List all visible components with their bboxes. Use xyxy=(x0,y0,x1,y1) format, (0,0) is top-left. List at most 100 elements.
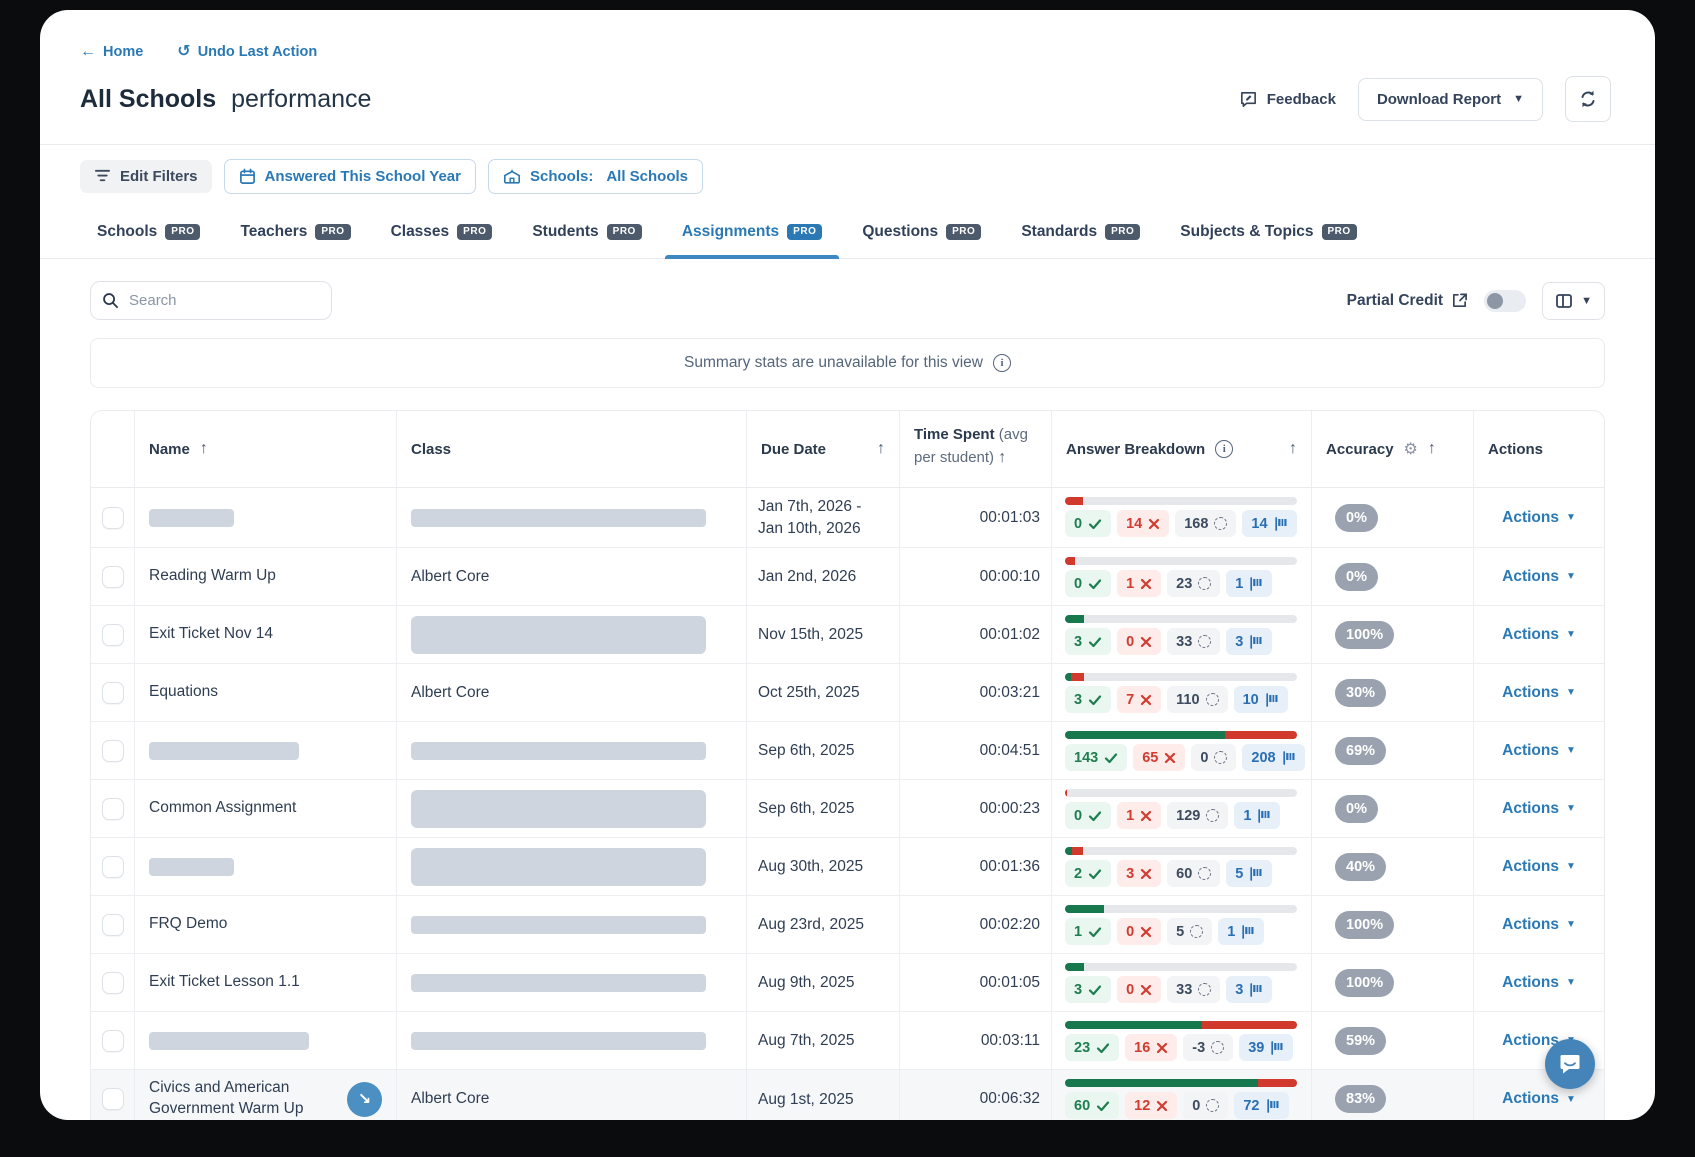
row-checkbox[interactable] xyxy=(101,913,124,936)
refresh-button[interactable] xyxy=(1565,76,1611,122)
correct-count-pill-value: 23 xyxy=(1074,1039,1091,1056)
check-icon xyxy=(1088,517,1102,531)
refresh-icon xyxy=(1581,90,1595,108)
tab-questions[interactable]: Questions PRO xyxy=(845,208,998,258)
correct-bar-segment xyxy=(1065,1021,1202,1030)
dashed-circle-icon xyxy=(1198,983,1212,997)
cell-accuracy: 0% xyxy=(1311,488,1473,548)
tab-label: Questions xyxy=(862,223,939,240)
x-icon xyxy=(1164,752,1176,764)
tab-bar: Schools PRO Teachers PRO Classes PRO Students P… xyxy=(40,208,1655,259)
cell-due-date: Sep 6th, 2025 xyxy=(746,722,899,780)
answer-breakdown-bar xyxy=(1065,497,1297,506)
due-date-value: Aug 7th, 2025 xyxy=(758,1032,855,1050)
sort-arrow-icon[interactable]: ↑ xyxy=(199,440,208,458)
sort-arrow-icon[interactable]: ↑ xyxy=(1289,440,1297,458)
row-actions-button[interactable]: Actions ▼ xyxy=(1502,916,1576,934)
row-checkbox[interactable] xyxy=(101,565,124,588)
column-settings-button[interactable]: ▼ xyxy=(1542,281,1605,320)
incorrect-count-pill: 1 xyxy=(1117,570,1162,598)
tab-teachers[interactable]: Teachers PRO xyxy=(223,208,367,258)
tab-assignments[interactable]: Assignments PRO xyxy=(664,208,840,259)
due-date-value: Oct 25th, 2025 xyxy=(758,684,860,702)
dashed-circle-icon xyxy=(1214,751,1228,765)
external-link-icon[interactable] xyxy=(1451,292,1468,309)
correct-count-pill: 0 xyxy=(1065,802,1112,830)
column-header-name[interactable]: Name ↑ xyxy=(134,411,396,488)
row-actions-button[interactable]: Actions ▼ xyxy=(1502,858,1576,876)
top-nav: ← Home ↺ Undo Last Action xyxy=(40,10,1655,61)
flagged-count-pill-value: 208 xyxy=(1251,749,1276,766)
check-icon xyxy=(1104,751,1118,765)
cell-answer-breakdown: 3 0 33 3 xyxy=(1051,954,1311,1012)
partial-credit-toggle[interactable] xyxy=(1484,289,1527,312)
x-icon xyxy=(1140,694,1152,706)
tab-subjects-topics[interactable]: Subjects & Topics PRO xyxy=(1163,208,1373,258)
back-home-link[interactable]: ← Home xyxy=(80,44,143,61)
unanswered-count-pill-value: 23 xyxy=(1176,575,1193,592)
row-actions-button[interactable]: Actions ▼ xyxy=(1502,800,1576,818)
row-checkbox[interactable] xyxy=(101,1029,124,1052)
row-actions-button[interactable]: Actions ▼ xyxy=(1502,626,1576,644)
row-checkbox[interactable] xyxy=(101,623,124,646)
tab-students[interactable]: Students PRO xyxy=(515,208,658,258)
due-date-value: Aug 1st, 2025 xyxy=(758,1090,854,1108)
correct-bar-segment xyxy=(1065,1079,1259,1088)
row-actions-button[interactable]: Actions ▼ xyxy=(1502,509,1576,527)
tab-standards[interactable]: Standards PRO xyxy=(1004,208,1157,258)
chat-launcher-button[interactable] xyxy=(1545,1039,1595,1089)
sort-arrow-icon[interactable]: ↑ xyxy=(998,449,1007,467)
edit-filters-button[interactable]: Edit Filters xyxy=(80,160,212,193)
cell-due-date: Jan 2nd, 2026 xyxy=(746,548,899,606)
column-header-time-spent[interactable]: Time Spent (avg per student) ↑ xyxy=(899,411,1051,488)
row-checkbox[interactable] xyxy=(101,855,124,878)
due-date-value: Jan 2nd, 2026 xyxy=(758,568,857,586)
sort-arrow-icon[interactable]: ↑ xyxy=(877,440,885,458)
school-icon xyxy=(503,169,520,184)
sort-arrow-icon[interactable]: ↑ xyxy=(1427,440,1436,458)
table-row: Civics and American Government Warm Up ↘ A… xyxy=(91,1070,1604,1120)
row-checkbox[interactable] xyxy=(101,681,124,704)
filter-chip-schools[interactable]: Schools: All Schools xyxy=(487,159,704,194)
row-actions-button[interactable]: Actions ▼ xyxy=(1502,1090,1576,1108)
row-checkbox[interactable] xyxy=(101,506,124,529)
tab-label: Subjects & Topics xyxy=(1180,223,1314,240)
feedback-button[interactable]: Feedback xyxy=(1239,90,1336,109)
accuracy-badge: 0% xyxy=(1335,794,1378,823)
cell-time-spent: 00:01:05 xyxy=(899,954,1051,1012)
row-actions-button[interactable]: Actions ▼ xyxy=(1502,974,1576,992)
pro-badge: PRO xyxy=(606,224,642,240)
info-icon[interactable]: i xyxy=(1215,440,1234,459)
download-report-button[interactable]: Download Report ▼ xyxy=(1357,77,1543,121)
info-icon[interactable]: i xyxy=(992,354,1011,372)
pro-badge: PRO xyxy=(165,224,201,240)
row-checkbox[interactable] xyxy=(101,971,124,994)
pro-badge: PRO xyxy=(787,224,823,240)
chevron-down-icon: ▼ xyxy=(1565,571,1576,583)
cell-due-date: Nov 15th, 2025 xyxy=(746,606,899,664)
row-actions-button[interactable]: Actions ▼ xyxy=(1502,568,1576,586)
filter-chip-answered[interactable]: Answered This School Year xyxy=(223,159,476,194)
search-input[interactable] xyxy=(90,281,332,320)
toggle-knob xyxy=(1487,292,1504,309)
row-checkbox[interactable] xyxy=(101,739,124,762)
time-spent-value: 00:04:51 xyxy=(979,741,1040,759)
time-spent-value: 00:01:03 xyxy=(979,508,1040,526)
tab-schools[interactable]: Schools PRO xyxy=(80,208,217,258)
unanswered-count-pill: 110 xyxy=(1167,686,1228,714)
column-header-answer-breakdown[interactable]: Answer Breakdown i ↑ xyxy=(1051,411,1311,488)
undo-last-action-link[interactable]: ↺ Undo Last Action xyxy=(177,44,317,61)
column-header-class[interactable]: Class xyxy=(396,411,746,488)
expand-row-button[interactable]: ↘ xyxy=(347,1081,382,1117)
accuracy-badge: 0% xyxy=(1335,503,1378,532)
cell-answer-breakdown: 3 7 110 10 xyxy=(1051,664,1311,722)
row-checkbox[interactable] xyxy=(101,797,124,820)
row-actions-button[interactable]: Actions ▼ xyxy=(1502,742,1576,760)
gear-icon[interactable]: ⚙ xyxy=(1403,441,1418,459)
tab-classes[interactable]: Classes PRO xyxy=(374,208,510,258)
row-actions-button[interactable]: Actions ▼ xyxy=(1502,684,1576,702)
column-header-accuracy[interactable]: Accuracy ⚙ ↑ xyxy=(1311,411,1473,488)
accuracy-badge: 59% xyxy=(1335,1026,1387,1055)
row-checkbox[interactable] xyxy=(101,1088,124,1111)
column-header-due-date[interactable]: Due Date ↑ xyxy=(746,411,899,488)
